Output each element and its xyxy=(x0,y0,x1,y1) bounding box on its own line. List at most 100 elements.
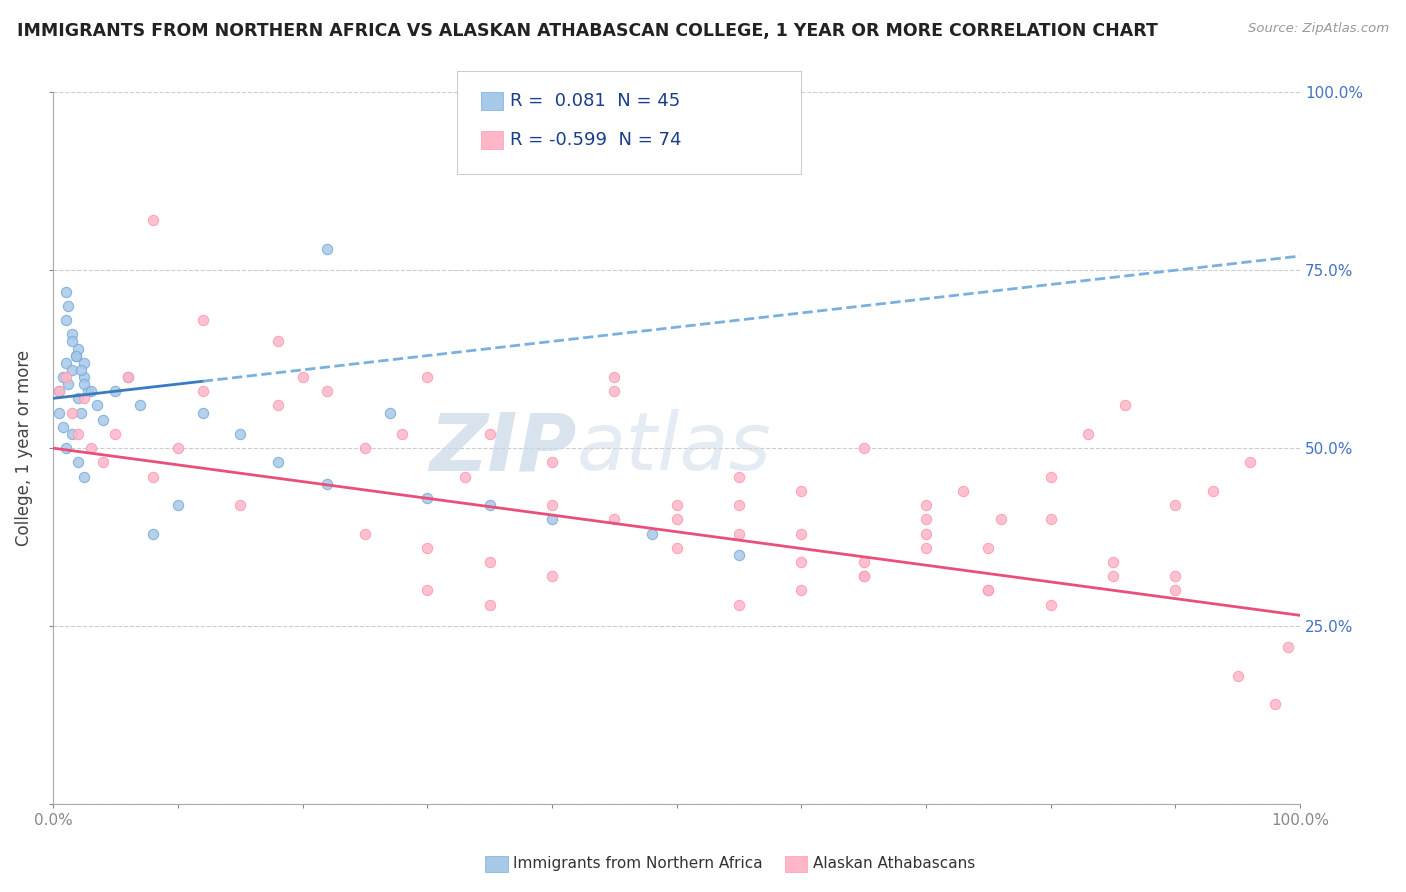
Point xyxy=(728,498,751,512)
Point xyxy=(603,384,626,399)
Point xyxy=(67,455,90,469)
Point xyxy=(852,569,875,583)
Text: IMMIGRANTS FROM NORTHERN AFRICA VS ALASKAN ATHABASCAN COLLEGE, 1 YEAR OR MORE CO: IMMIGRANTS FROM NORTHERN AFRICA VS ALASK… xyxy=(17,22,1157,40)
Point xyxy=(1202,483,1225,498)
Point xyxy=(67,426,90,441)
Point xyxy=(1077,426,1099,441)
Point xyxy=(1264,698,1286,712)
Point xyxy=(665,512,688,526)
Y-axis label: College, 1 year or more: College, 1 year or more xyxy=(15,350,32,546)
Point xyxy=(416,583,439,598)
Point xyxy=(1164,583,1187,598)
Point xyxy=(69,363,91,377)
Point xyxy=(1226,669,1249,683)
Point xyxy=(56,299,79,313)
Point xyxy=(790,583,813,598)
Point xyxy=(478,426,501,441)
Point xyxy=(91,412,114,426)
Point xyxy=(117,370,139,384)
Point xyxy=(1102,569,1125,583)
Point xyxy=(73,392,96,406)
Point xyxy=(852,555,875,569)
Point xyxy=(60,426,83,441)
Point xyxy=(266,455,288,469)
Point xyxy=(73,377,96,392)
Point xyxy=(73,469,96,483)
Point xyxy=(478,598,501,612)
Point xyxy=(142,469,165,483)
Point xyxy=(55,313,77,327)
Point xyxy=(728,548,751,562)
Point xyxy=(48,406,70,420)
Point xyxy=(378,406,401,420)
Point xyxy=(56,377,79,392)
Text: R =  0.081  N = 45: R = 0.081 N = 45 xyxy=(510,92,681,110)
Point xyxy=(69,406,91,420)
Point xyxy=(73,370,96,384)
Point xyxy=(229,426,252,441)
Point xyxy=(104,384,127,399)
Point xyxy=(291,370,314,384)
Point xyxy=(603,512,626,526)
Point xyxy=(977,583,1000,598)
Point xyxy=(65,349,87,363)
Point xyxy=(73,356,96,370)
Point xyxy=(952,483,974,498)
Point xyxy=(391,426,413,441)
Point xyxy=(478,498,501,512)
Point xyxy=(640,526,662,541)
Point xyxy=(1102,555,1125,569)
Point xyxy=(48,384,70,399)
Point xyxy=(977,541,1000,555)
Point xyxy=(266,399,288,413)
Text: Immigrants from Northern Africa: Immigrants from Northern Africa xyxy=(513,856,763,871)
Point xyxy=(1114,399,1136,413)
Point xyxy=(852,441,875,455)
Point xyxy=(915,498,938,512)
Point xyxy=(79,441,101,455)
Point xyxy=(117,370,139,384)
Point xyxy=(48,384,70,399)
Point xyxy=(77,384,100,399)
Point xyxy=(541,569,564,583)
Text: Alaskan Athabascans: Alaskan Athabascans xyxy=(813,856,974,871)
Text: ZIP: ZIP xyxy=(429,409,576,487)
Point xyxy=(60,406,83,420)
Point xyxy=(191,406,214,420)
Point xyxy=(354,526,377,541)
Point xyxy=(915,526,938,541)
Point xyxy=(60,334,83,349)
Point xyxy=(316,242,339,256)
Point xyxy=(977,583,1000,598)
Point xyxy=(541,498,564,512)
Point xyxy=(990,512,1012,526)
Point xyxy=(65,349,87,363)
Point xyxy=(316,476,339,491)
Point xyxy=(915,541,938,555)
Text: R = -0.599  N = 74: R = -0.599 N = 74 xyxy=(510,131,682,149)
Point xyxy=(1164,498,1187,512)
Point xyxy=(166,498,188,512)
Point xyxy=(91,455,114,469)
Point xyxy=(790,555,813,569)
Point xyxy=(1039,469,1062,483)
Point xyxy=(60,363,83,377)
Point xyxy=(67,392,90,406)
Point xyxy=(229,498,252,512)
Point xyxy=(1239,455,1261,469)
Point xyxy=(728,526,751,541)
Point xyxy=(266,334,288,349)
Point xyxy=(790,526,813,541)
Point xyxy=(191,384,214,399)
Point xyxy=(129,399,152,413)
Point xyxy=(1277,640,1299,655)
Point xyxy=(478,555,501,569)
Point xyxy=(416,491,439,505)
Point xyxy=(1039,598,1062,612)
Point xyxy=(665,541,688,555)
Point xyxy=(852,569,875,583)
Point xyxy=(67,342,90,356)
Point xyxy=(142,526,165,541)
Point xyxy=(79,384,101,399)
Point xyxy=(603,370,626,384)
